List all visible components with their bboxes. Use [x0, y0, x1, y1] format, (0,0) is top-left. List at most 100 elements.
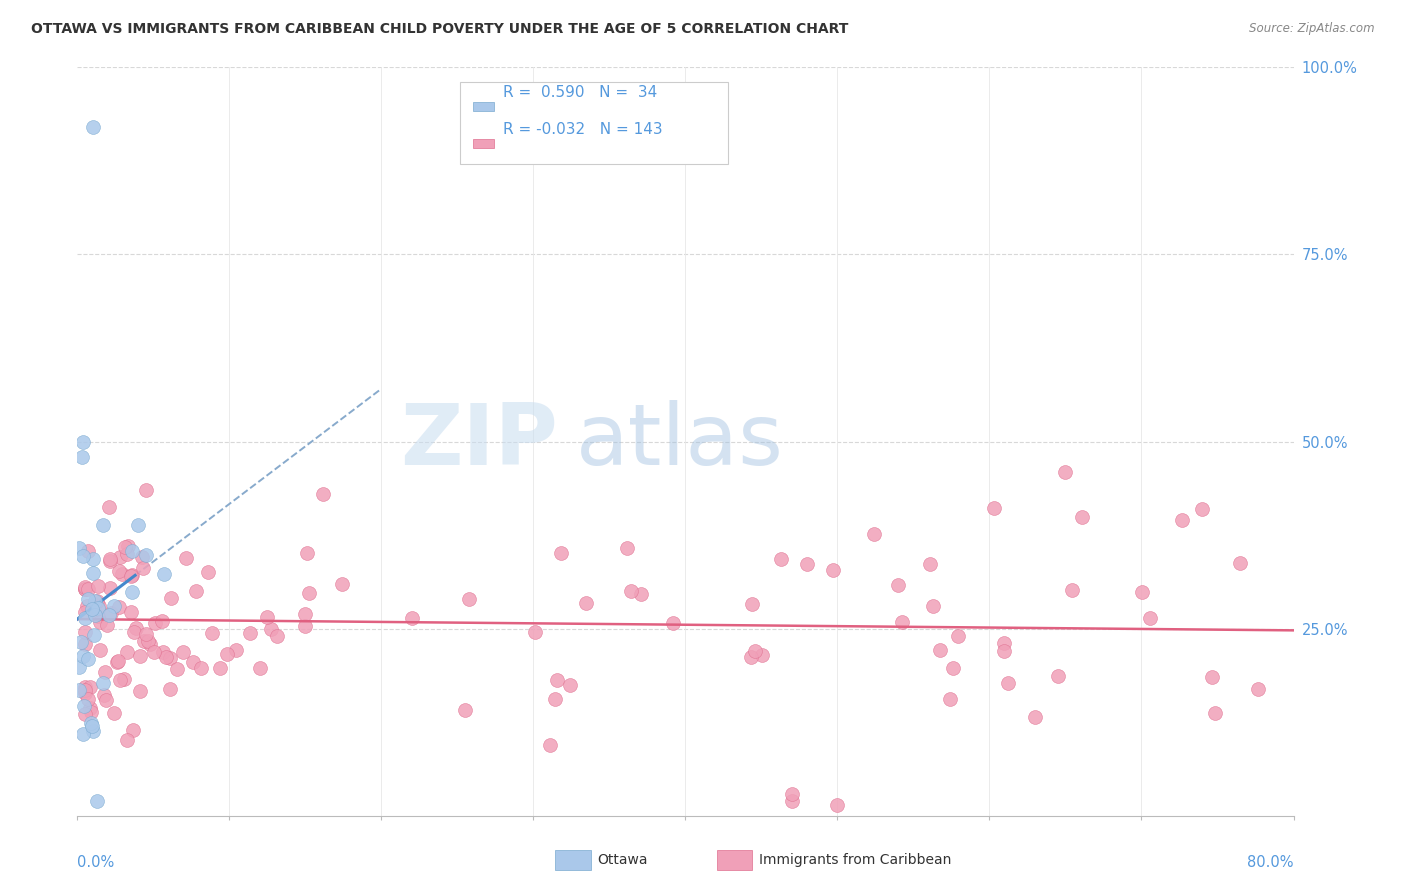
Point — [1130, 585, 1153, 599]
Point — [67, 541, 90, 556]
Point — [96, 617, 118, 632]
Point — [98, 552, 121, 566]
Point — [1046, 669, 1069, 683]
Point — [77, 651, 100, 665]
Point — [100, 606, 122, 620]
Point — [741, 597, 763, 611]
Text: ZIP: ZIP — [399, 400, 558, 483]
Point — [1201, 670, 1223, 684]
Point — [115, 644, 138, 658]
FancyBboxPatch shape — [472, 139, 495, 148]
Point — [105, 655, 128, 669]
Point — [91, 517, 114, 532]
Text: 0.0%: 0.0% — [77, 855, 114, 870]
Point — [942, 661, 965, 675]
Point — [84, 598, 107, 612]
Point — [620, 583, 643, 598]
Point — [103, 599, 125, 613]
Point — [993, 643, 1015, 657]
Point — [662, 616, 685, 631]
Point — [115, 547, 138, 561]
Point — [84, 594, 107, 608]
Point — [82, 120, 104, 134]
Point — [73, 699, 96, 714]
Point — [82, 719, 104, 733]
Point — [294, 607, 316, 622]
Point — [209, 661, 232, 675]
Point — [135, 548, 157, 562]
Point — [107, 654, 129, 668]
Point — [249, 661, 271, 675]
Point — [80, 602, 103, 616]
Point — [108, 673, 131, 687]
Point — [73, 680, 96, 694]
Point — [160, 591, 183, 605]
Point — [744, 643, 766, 657]
Point — [83, 628, 105, 642]
Point — [150, 614, 173, 628]
Point — [890, 615, 912, 629]
Point — [73, 582, 96, 597]
Point — [79, 701, 101, 715]
Point — [993, 636, 1015, 650]
Text: atlas: atlas — [576, 400, 785, 483]
Point — [1171, 513, 1194, 527]
Point — [827, 797, 849, 812]
Point — [93, 689, 115, 703]
Point — [796, 557, 818, 571]
Point — [67, 660, 90, 674]
Point — [89, 643, 111, 657]
Point — [1191, 502, 1213, 516]
Point — [190, 660, 212, 674]
Text: Ottawa: Ottawa — [598, 853, 648, 867]
Point — [948, 629, 970, 643]
Point — [73, 682, 96, 697]
Text: Immigrants from Caribbean: Immigrants from Caribbean — [759, 853, 952, 867]
Point — [159, 681, 181, 696]
Point — [67, 683, 90, 698]
Point — [921, 599, 943, 614]
Point — [89, 615, 111, 629]
Point — [159, 651, 181, 665]
Point — [550, 546, 572, 560]
Text: R =  0.590   N =  34: R = 0.590 N = 34 — [503, 85, 657, 100]
Point — [77, 544, 100, 558]
Point — [115, 732, 138, 747]
Point — [82, 566, 104, 580]
Point — [1139, 611, 1161, 625]
Point — [312, 487, 335, 501]
Point — [143, 615, 166, 630]
Point — [73, 581, 96, 595]
Point — [117, 539, 139, 553]
Point — [72, 549, 94, 563]
Point — [120, 568, 142, 582]
Point — [70, 450, 93, 464]
Point — [73, 624, 96, 639]
Point — [929, 643, 952, 657]
Point — [107, 600, 129, 615]
Point — [983, 501, 1005, 516]
Point — [863, 527, 886, 541]
Point — [100, 581, 122, 595]
Point — [125, 621, 148, 635]
Point — [918, 557, 941, 571]
Point — [166, 662, 188, 676]
Point — [82, 724, 104, 739]
Point — [217, 647, 239, 661]
Point — [152, 645, 174, 659]
Point — [575, 596, 598, 610]
Point — [94, 692, 117, 706]
Point — [86, 579, 108, 593]
Point — [155, 650, 177, 665]
Text: OTTAWA VS IMMIGRANTS FROM CARIBBEAN CHILD POVERTY UNDER THE AGE OF 5 CORRELATION: OTTAWA VS IMMIGRANTS FROM CARIBBEAN CHIL… — [31, 22, 848, 37]
Point — [143, 645, 166, 659]
Point — [87, 609, 110, 624]
Point — [769, 552, 792, 566]
Point — [79, 680, 101, 694]
Point — [87, 599, 110, 613]
Point — [997, 676, 1019, 690]
Point — [76, 582, 98, 596]
Point — [298, 586, 321, 600]
Point — [69, 635, 91, 649]
Point — [1062, 583, 1084, 598]
